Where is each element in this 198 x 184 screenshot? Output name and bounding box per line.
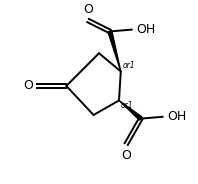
Polygon shape	[119, 100, 142, 120]
Text: O: O	[121, 149, 131, 162]
Text: or1: or1	[121, 101, 133, 110]
Text: O: O	[24, 79, 34, 92]
Text: OH: OH	[167, 110, 186, 123]
Text: OH: OH	[136, 23, 155, 36]
Text: O: O	[83, 3, 93, 16]
Polygon shape	[108, 31, 121, 71]
Text: or1: or1	[123, 61, 135, 70]
